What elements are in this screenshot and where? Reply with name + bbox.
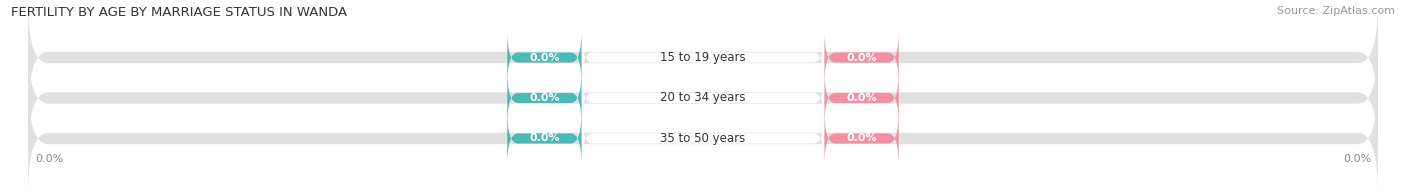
FancyBboxPatch shape <box>28 83 1378 193</box>
FancyBboxPatch shape <box>28 3 1378 113</box>
FancyBboxPatch shape <box>582 71 824 125</box>
FancyBboxPatch shape <box>824 111 898 166</box>
Text: 0.0%: 0.0% <box>529 133 560 143</box>
Text: 15 to 19 years: 15 to 19 years <box>661 51 745 64</box>
Text: FERTILITY BY AGE BY MARRIAGE STATUS IN WANDA: FERTILITY BY AGE BY MARRIAGE STATUS IN W… <box>11 6 347 19</box>
Text: 0.0%: 0.0% <box>529 93 560 103</box>
FancyBboxPatch shape <box>582 30 824 85</box>
Text: 0.0%: 0.0% <box>1343 154 1371 164</box>
FancyBboxPatch shape <box>508 30 582 85</box>
Text: 35 to 50 years: 35 to 50 years <box>661 132 745 145</box>
FancyBboxPatch shape <box>28 43 1378 153</box>
Text: Source: ZipAtlas.com: Source: ZipAtlas.com <box>1277 6 1395 16</box>
FancyBboxPatch shape <box>824 71 898 125</box>
FancyBboxPatch shape <box>508 71 582 125</box>
FancyBboxPatch shape <box>508 111 582 166</box>
Text: 0.0%: 0.0% <box>529 53 560 63</box>
Text: 0.0%: 0.0% <box>846 93 877 103</box>
Text: 0.0%: 0.0% <box>846 53 877 63</box>
Text: 0.0%: 0.0% <box>846 133 877 143</box>
Text: 0.0%: 0.0% <box>35 154 63 164</box>
FancyBboxPatch shape <box>824 30 898 85</box>
FancyBboxPatch shape <box>582 111 824 166</box>
Text: 20 to 34 years: 20 to 34 years <box>661 92 745 104</box>
